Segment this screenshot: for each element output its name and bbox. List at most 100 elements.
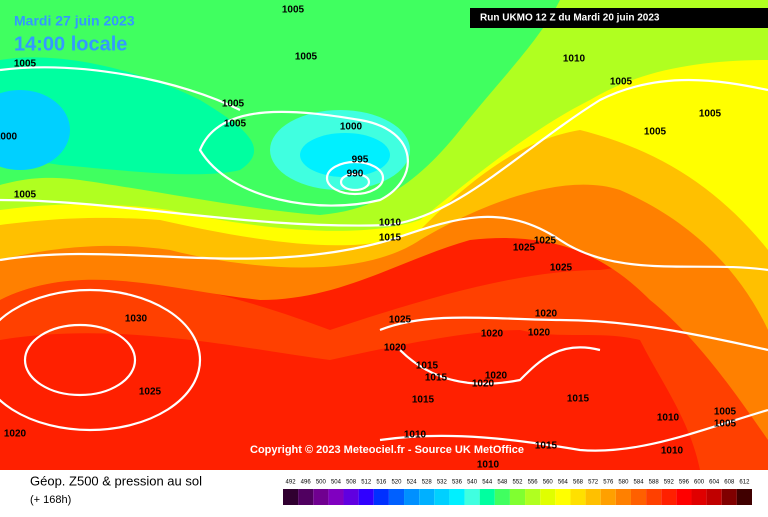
legend-label: 592 xyxy=(664,480,675,486)
legend-swatch xyxy=(736,489,752,505)
isobar-label: 1010 xyxy=(477,460,500,471)
isobar-label: 990 xyxy=(347,169,364,180)
isobar-label: 1000 xyxy=(0,132,18,143)
legend-swatch xyxy=(298,489,314,505)
time: 14:00 locale xyxy=(14,33,127,55)
run-info: Run UKMO 12 Z du Mardi 20 juin 2023 xyxy=(480,13,660,24)
legend-label: 584 xyxy=(634,480,645,486)
legend-swatch xyxy=(419,489,435,505)
isobar-label: 995 xyxy=(352,155,369,166)
legend-swatch xyxy=(449,489,465,505)
legend-label: 600 xyxy=(694,480,705,486)
legend-swatch xyxy=(388,489,405,505)
legend-swatch xyxy=(646,489,662,505)
legend-swatch xyxy=(525,489,541,505)
footer-subtitle: (+ 168h) xyxy=(30,494,71,506)
legend-swatch xyxy=(358,489,374,505)
legend-swatch xyxy=(464,489,480,505)
legend-swatch xyxy=(343,489,359,505)
legend-swatch xyxy=(509,489,526,505)
legend-label: 544 xyxy=(482,480,493,486)
isobar-label: 1025 xyxy=(534,236,557,247)
legend-swatch xyxy=(691,489,707,505)
isobar-label: 1005 xyxy=(644,127,667,138)
isobar-label: 1020 xyxy=(481,329,504,340)
legend-swatch xyxy=(328,489,344,505)
isobar-label: 1030 xyxy=(125,314,148,325)
run-box xyxy=(470,8,768,28)
isobar-label: 1020 xyxy=(485,371,508,382)
legend-label: 524 xyxy=(407,480,418,486)
isobar-label: 1005 xyxy=(610,77,633,88)
legend-swatch xyxy=(585,489,601,505)
legend-swatch xyxy=(630,489,647,505)
legend-swatch xyxy=(721,489,737,505)
legend-swatch xyxy=(615,489,631,505)
legend-swatch xyxy=(570,489,586,505)
legend-label: 564 xyxy=(558,480,569,486)
legend-swatch xyxy=(706,489,722,505)
legend-swatch xyxy=(434,489,450,505)
legend-swatch xyxy=(313,489,329,505)
isobar-label: 1020 xyxy=(4,429,27,440)
isobar-label: 1025 xyxy=(513,243,536,254)
isobar-label: 1005 xyxy=(699,109,722,120)
isobar-label: 1005 xyxy=(14,190,37,201)
legend-swatch xyxy=(404,489,420,505)
isobar-label: 1005 xyxy=(14,59,37,70)
isobar-label: 1010 xyxy=(563,54,586,65)
isobar-label: 1015 xyxy=(379,233,402,244)
legend-label: 556 xyxy=(528,480,539,486)
legend-label: 576 xyxy=(603,480,614,486)
legend-label: 508 xyxy=(346,480,357,486)
legend-label: 604 xyxy=(709,480,720,486)
legend-swatch xyxy=(676,489,692,505)
isobar-label: 1005 xyxy=(714,407,737,418)
legend-label: 612 xyxy=(739,480,750,486)
isobar-label: 1015 xyxy=(567,394,590,405)
legend-label: 512 xyxy=(361,480,372,486)
isobar-label: 1025 xyxy=(550,263,573,274)
isobar-label: 1005 xyxy=(224,119,247,130)
isobar-label: 1020 xyxy=(472,379,495,390)
legend-swatch xyxy=(555,489,571,505)
isobar-label: 1015 xyxy=(412,395,435,406)
legend-label: 588 xyxy=(649,480,660,486)
legend-label: 548 xyxy=(497,480,508,486)
legend-label: 496 xyxy=(301,480,312,486)
isobar-label: 1000 xyxy=(340,122,363,133)
legend-label: 504 xyxy=(331,480,342,486)
field-redorange xyxy=(0,240,768,470)
legend-label: 528 xyxy=(422,480,433,486)
legend-label: 580 xyxy=(618,480,629,486)
isobar-label: 1010 xyxy=(657,413,680,424)
isobar-label: 1005 xyxy=(714,419,737,430)
legend-label: 500 xyxy=(316,480,327,486)
legend-label: 596 xyxy=(679,480,690,486)
legend-label: 572 xyxy=(588,480,599,486)
legend-swatch xyxy=(373,489,389,505)
isobar-label: 1020 xyxy=(384,343,407,354)
legend-swatch xyxy=(540,489,556,505)
isobar-label: 1010 xyxy=(379,218,402,229)
legend-label: 532 xyxy=(437,480,448,486)
copyright: Copyright © 2023 Meteociel.fr - Source U… xyxy=(250,444,524,456)
isobar-label: 1020 xyxy=(535,309,558,320)
isobar-label: 1020 xyxy=(528,328,551,339)
legend: 492 496 500 504 508 512 516 520 524 528 532 536 540 5… xyxy=(283,480,752,505)
legend-label: 540 xyxy=(467,480,478,486)
legend-label: 560 xyxy=(543,480,554,486)
legend-swatch xyxy=(600,489,616,505)
isobar-label: 1015 xyxy=(416,361,439,372)
isobar-label: 1010 xyxy=(661,446,684,457)
legend-label: 552 xyxy=(512,480,523,486)
field-cyan3 xyxy=(0,90,70,170)
footer-title: Géop. Z500 & pression au sol xyxy=(30,473,202,488)
date: Mardi 27 juin 2023 xyxy=(14,13,135,29)
legend-label: 492 xyxy=(286,480,297,486)
isobar-label: 1005 xyxy=(282,5,305,16)
isobar-label: 1025 xyxy=(389,315,412,326)
legend-label: 516 xyxy=(376,480,387,486)
